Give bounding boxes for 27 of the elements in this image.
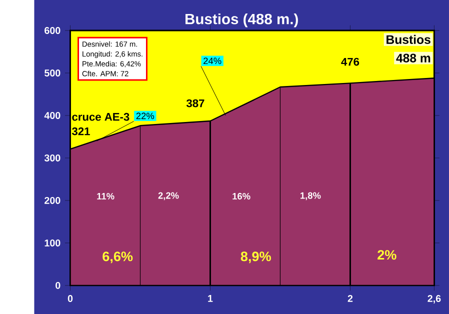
annotation: 24% [204,58,222,64]
annotation: 387 [186,99,204,108]
annotation: 2,2% [158,192,179,200]
annotation: Bustios [386,34,430,44]
annotation: 476 [341,58,360,66]
x-tick-label: 1 [208,295,213,302]
y-tick-label: 0 [56,282,60,289]
annotation: 488 m [396,54,430,62]
annotation: 16% [232,192,250,200]
annotation: 11% [97,192,114,200]
y-tick-label: 400 [44,112,60,119]
y-tick-label: 100 [44,239,60,246]
x-tick-label: 0 [68,295,73,302]
x-tick-label: 2,6 [428,295,441,304]
annotation: 8,9% [240,252,271,264]
annotation: 22% [136,112,154,120]
y-tick-label: 500 [44,69,60,76]
annotation: 321 [72,127,90,136]
annotation: 6,6% [102,252,133,264]
y-tick-label: 200 [44,196,60,204]
chart-title: Bustios (488 m.) [186,13,298,28]
annotation: 2% [378,250,396,260]
x-tick-label: 2 [348,295,353,302]
annotation: 1,8% [300,192,321,200]
y-tick-label: 600 [44,26,60,34]
annotation: cruce AE-3 [72,112,130,121]
y-tick-label: 300 [44,154,60,162]
